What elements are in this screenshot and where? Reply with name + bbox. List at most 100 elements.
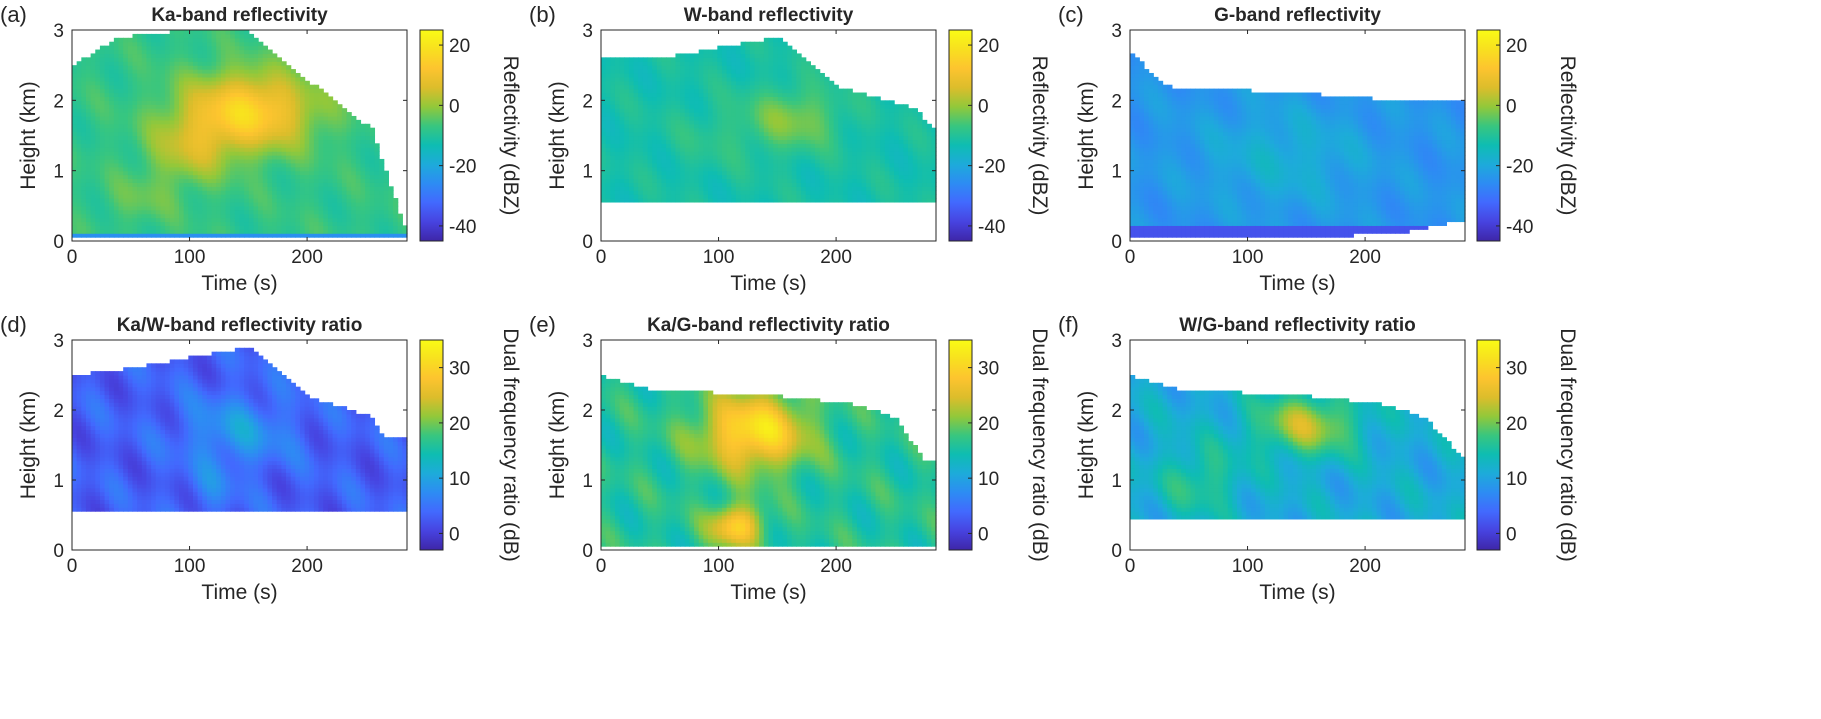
heatmap-cell bbox=[305, 124, 310, 129]
heatmap-cell bbox=[81, 77, 86, 82]
heatmap-cell bbox=[323, 202, 328, 207]
heatmap-cell bbox=[347, 206, 352, 211]
heatmap-cell bbox=[95, 136, 100, 141]
heatmap-cell bbox=[652, 116, 657, 121]
heatmap-cell bbox=[170, 46, 175, 51]
heatmap-cell bbox=[755, 171, 760, 176]
heatmap-cell bbox=[755, 108, 760, 113]
heatmap-cell bbox=[142, 225, 147, 230]
heatmap-cell bbox=[703, 57, 708, 62]
heatmap-cell bbox=[796, 104, 801, 109]
heatmap-cell bbox=[773, 69, 778, 74]
heatmap-cell bbox=[624, 93, 629, 98]
heatmap-cell bbox=[309, 178, 314, 183]
heatmap-cell bbox=[750, 198, 755, 203]
heatmap-cell bbox=[615, 132, 620, 137]
heatmap-cell bbox=[86, 202, 91, 207]
heatmap-cell bbox=[675, 69, 680, 74]
heatmap-cell bbox=[680, 198, 685, 203]
heatmap-cell bbox=[610, 171, 615, 176]
heatmap-cell bbox=[193, 229, 198, 234]
heatmap-cell bbox=[342, 178, 347, 183]
heatmap-cell bbox=[610, 136, 615, 141]
heatmap-cell bbox=[91, 155, 96, 160]
heatmap-cell bbox=[796, 194, 801, 199]
heatmap-cell bbox=[750, 159, 755, 164]
heatmap-cell bbox=[773, 167, 778, 172]
heatmap-cell bbox=[601, 93, 606, 98]
heatmap-cell bbox=[179, 53, 184, 58]
heatmap-cell bbox=[95, 143, 100, 148]
heatmap-cell bbox=[694, 96, 699, 101]
heatmap-cell bbox=[174, 81, 179, 86]
heatmap-cell bbox=[810, 81, 815, 86]
heatmap-cell bbox=[207, 151, 212, 156]
heatmap-cell bbox=[123, 233, 128, 238]
heatmap-cell bbox=[661, 69, 666, 74]
heatmap-cell bbox=[806, 73, 811, 78]
heatmap-cell bbox=[379, 194, 384, 199]
heatmap-cell bbox=[221, 128, 226, 133]
heatmap-cell bbox=[263, 190, 268, 195]
heatmap-cell bbox=[328, 225, 333, 230]
heatmap-cell bbox=[309, 233, 314, 238]
heatmap-cell bbox=[100, 136, 105, 141]
heatmap-cell bbox=[95, 89, 100, 94]
heatmap-cell bbox=[188, 206, 193, 211]
heatmap-cell bbox=[689, 155, 694, 160]
heatmap-cell bbox=[207, 65, 212, 70]
heatmap-cell bbox=[226, 108, 231, 113]
heatmap-cell bbox=[731, 167, 736, 172]
heatmap-cell bbox=[100, 163, 105, 168]
heatmap-cell bbox=[806, 194, 811, 199]
heatmap-cell bbox=[165, 229, 170, 234]
heatmap-cell bbox=[179, 96, 184, 101]
heatmap-cell bbox=[132, 139, 137, 144]
heatmap-cell bbox=[244, 163, 249, 168]
heatmap-cell bbox=[207, 171, 212, 176]
heatmap-cell bbox=[319, 128, 324, 133]
heatmap-cell bbox=[661, 124, 666, 129]
heatmap-cell bbox=[286, 233, 291, 238]
heatmap-cell bbox=[328, 104, 333, 109]
heatmap-cell bbox=[267, 89, 272, 94]
heatmap-cell bbox=[801, 198, 806, 203]
heatmap-cell bbox=[230, 73, 235, 78]
heatmap-cell bbox=[755, 69, 760, 74]
heatmap-cell bbox=[319, 218, 324, 223]
heatmap-cell bbox=[281, 190, 286, 195]
heatmap-cell bbox=[86, 108, 91, 113]
heatmap-cell bbox=[703, 178, 708, 183]
heatmap-cell bbox=[620, 178, 625, 183]
heatmap-cell bbox=[253, 171, 258, 176]
heatmap-cell bbox=[202, 77, 207, 82]
heatmap-cell bbox=[212, 42, 217, 47]
heatmap-cell bbox=[806, 178, 811, 183]
heatmap-cell bbox=[764, 89, 769, 94]
heatmap-cell bbox=[675, 57, 680, 62]
heatmap-cell bbox=[267, 229, 272, 234]
heatmap-cell bbox=[652, 57, 657, 62]
heatmap-cell bbox=[741, 171, 746, 176]
heatmap-cell bbox=[685, 96, 690, 101]
heatmap-cell bbox=[258, 210, 263, 215]
heatmap-cell bbox=[174, 221, 179, 226]
heatmap-cell bbox=[815, 112, 820, 117]
heatmap-cell bbox=[759, 155, 764, 160]
heatmap-cell bbox=[745, 143, 750, 148]
heatmap-cell bbox=[226, 190, 231, 195]
heatmap-cell bbox=[160, 147, 165, 152]
heatmap-cell bbox=[337, 210, 342, 215]
heatmap-cell bbox=[91, 57, 96, 62]
heatmap-cell bbox=[151, 124, 156, 129]
heatmap-cell bbox=[736, 104, 741, 109]
heatmap-cell bbox=[347, 112, 352, 117]
heatmap-cell bbox=[675, 178, 680, 183]
heatmap-cell bbox=[188, 128, 193, 133]
heatmap-cell bbox=[277, 206, 282, 211]
heatmap-cell bbox=[258, 42, 263, 47]
heatmap-cell bbox=[731, 132, 736, 137]
heatmap-cell bbox=[137, 120, 142, 125]
heatmap-cell bbox=[671, 57, 676, 62]
heatmap-cell bbox=[365, 151, 370, 156]
